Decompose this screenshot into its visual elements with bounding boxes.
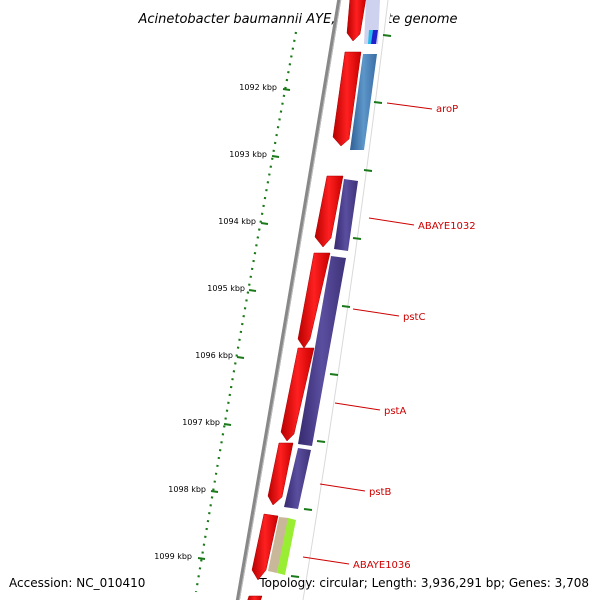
track-dash	[382, 34, 392, 37]
label-line	[386, 102, 433, 110]
track-dash	[303, 508, 313, 511]
tick-marks	[197, 88, 291, 560]
tick-label: 1092 kbp	[239, 83, 277, 92]
gene-arrow	[247, 595, 263, 600]
tick-label: 1097 kbp	[182, 418, 220, 427]
tick-label: 1098 kbp	[168, 485, 206, 494]
gene-arrow	[332, 51, 362, 147]
cog-block-pstb	[284, 448, 311, 509]
gene-label-pstc: pstC	[403, 312, 425, 323]
forward-genes	[247, 0, 366, 600]
genome-backbone	[235, 0, 342, 600]
track-dash	[290, 575, 300, 578]
tick-mark	[260, 222, 269, 225]
track-dash	[341, 305, 351, 308]
track-dash	[373, 101, 383, 104]
tick-label: 1095 kbp	[207, 284, 245, 293]
tick-labels: 1092 kbp 1093 kbp 1094 kbp 1095 kbp 1096…	[154, 83, 277, 561]
tick-mark	[282, 88, 291, 91]
label-line	[319, 483, 366, 492]
track-dashes	[290, 34, 392, 578]
topology-text: Topology: circular; Length: 3,936,291 bp…	[258, 576, 589, 590]
label-line	[334, 402, 381, 411]
cog-block-abaye1032	[334, 179, 358, 251]
cog-block-pstc-psta	[298, 256, 346, 446]
track-dash	[316, 440, 326, 443]
gene-arrow	[346, 0, 366, 42]
cog-block-tan	[268, 517, 289, 573]
tick-mark	[271, 155, 280, 158]
label-line	[352, 308, 400, 317]
tick-label: 1094 kbp	[218, 217, 256, 226]
guide-line	[302, 0, 389, 600]
tick-mark	[223, 423, 232, 426]
cog-track	[268, 0, 380, 575]
track-dash	[329, 373, 339, 376]
tick-mark	[236, 356, 245, 359]
label-line	[302, 556, 350, 565]
gene-arrow	[297, 252, 331, 349]
gene-arrow	[280, 347, 315, 442]
tick-label: 1093 kbp	[229, 150, 267, 159]
gene-arrow	[267, 442, 294, 506]
tick-mark	[248, 289, 257, 292]
gene-arrow	[251, 513, 279, 581]
gene-label-abaye1036: ABAYE1036	[353, 560, 411, 571]
cog-block-top-blue	[371, 30, 378, 44]
tick-label: 1099 kbp	[154, 552, 192, 561]
tick-mark	[210, 490, 219, 493]
gene-label-pstb: pstB	[369, 487, 391, 498]
gene-labels: aroP ABAYE1032 pstC pstA pstB ABAYE1036	[353, 104, 476, 571]
tick-label: 1096 kbp	[195, 351, 233, 360]
cog-block-lime	[277, 518, 296, 575]
track-dash	[363, 169, 373, 172]
label-lines	[302, 102, 433, 565]
cog-block-arop	[350, 54, 377, 150]
genome-backbone-highlight	[238, 0, 342, 600]
gene-arrow	[314, 175, 344, 248]
label-line	[368, 217, 415, 226]
gene-label-abaye1032: ABAYE1032	[418, 221, 476, 232]
gene-label-arop: aroP	[436, 104, 458, 115]
map-title: Acinetobacter baumannii AYE, complete ge…	[137, 12, 457, 27]
tick-mark	[197, 557, 206, 560]
track-dash	[352, 237, 362, 240]
gene-label-psta: pstA	[384, 406, 406, 417]
accession-text: Accession: NC_010410	[9, 576, 145, 590]
